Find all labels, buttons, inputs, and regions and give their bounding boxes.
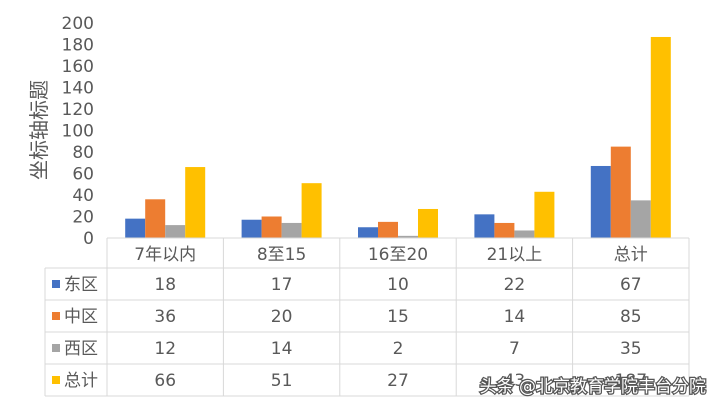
data-label: 85 (620, 307, 642, 327)
y-tick-label: 60 (72, 165, 94, 185)
category-label: 16至20 (368, 245, 428, 265)
data-label: 15 (387, 307, 409, 327)
y-tick-label: 120 (62, 100, 94, 120)
data-label: 14 (504, 307, 526, 327)
bar (301, 183, 322, 238)
bar (418, 208, 438, 238)
bar (630, 200, 651, 238)
bar (650, 36, 671, 238)
y-tick-label: 140 (62, 79, 94, 99)
data-label: 67 (620, 275, 642, 295)
y-tick-label: 20 (72, 208, 94, 228)
data-label: 12 (154, 339, 176, 359)
data-label: 17 (271, 275, 293, 295)
bar (125, 218, 146, 238)
bar (145, 199, 166, 238)
y-tick-label: 0 (83, 229, 94, 249)
data-label: 14 (271, 339, 293, 359)
y-tick-label: 160 (62, 57, 94, 77)
bar (241, 219, 262, 238)
data-label: 36 (154, 307, 176, 327)
y-tick-label: 40 (72, 186, 94, 206)
data-label: 187 (615, 371, 647, 391)
category-label: 8至15 (257, 245, 306, 265)
y-tick-label: 80 (72, 143, 94, 163)
bar (474, 214, 495, 238)
watermark: 头条 @北京教育学院丰台分院 (480, 377, 706, 397)
series-name: 中区 (64, 307, 98, 327)
data-label: 7 (509, 339, 520, 359)
bar (494, 222, 515, 238)
legend-key (52, 376, 60, 384)
bar (514, 230, 535, 238)
y-tick-label: 180 (62, 36, 94, 56)
series-name: 总计 (64, 371, 98, 391)
bar (590, 165, 611, 238)
series-name: 东区 (64, 275, 98, 295)
data-label: 35 (620, 339, 642, 359)
data-label: 43 (504, 371, 526, 391)
data-label: 18 (154, 275, 176, 295)
bar (610, 146, 631, 238)
bar (398, 235, 418, 238)
data-label: 27 (387, 371, 409, 391)
y-axis-title: 坐标轴标题 (27, 80, 51, 180)
bar (281, 222, 302, 238)
bar (261, 216, 282, 238)
legend-key (52, 344, 60, 352)
bar (534, 191, 555, 238)
bar (358, 227, 378, 238)
data-label: 20 (271, 307, 293, 327)
data-label: 10 (387, 275, 409, 295)
legend-key (52, 312, 60, 320)
bar (185, 167, 206, 238)
data-label: 2 (393, 339, 404, 359)
category-label: 21以上 (487, 245, 543, 265)
y-tick-label: 200 (62, 14, 94, 34)
bars (125, 36, 671, 238)
category-label: 总计 (614, 245, 648, 265)
data-label: 51 (271, 371, 293, 391)
data-label: 66 (154, 371, 176, 391)
data-label: 22 (504, 275, 526, 295)
series-name: 西区 (64, 339, 98, 359)
y-tick-label: 100 (62, 122, 94, 142)
bar (165, 225, 186, 238)
legend-key (52, 280, 60, 288)
category-label: 7年以内 (134, 245, 196, 265)
bar (378, 221, 398, 238)
